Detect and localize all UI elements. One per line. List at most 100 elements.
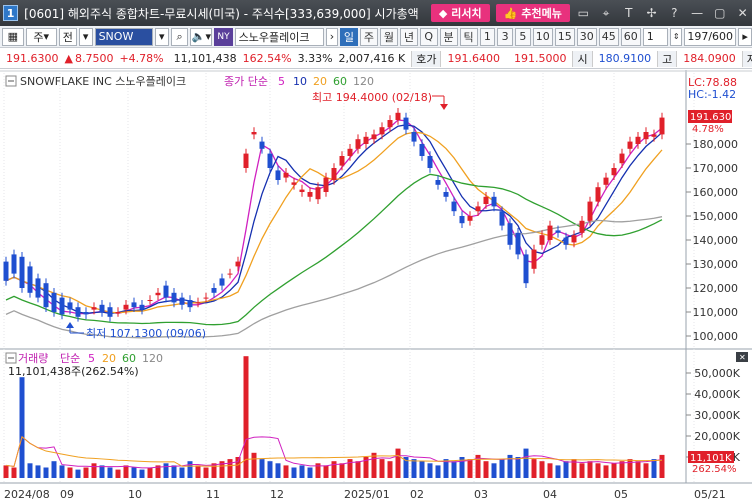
low-annotation: 최저 107.1300 (09/06) <box>86 327 206 340</box>
stepper-icon[interactable]: ⇕ <box>670 27 683 46</box>
period-day[interactable]: 일 <box>339 27 358 46</box>
interval-15[interactable]: 15 <box>554 27 575 46</box>
scroll-icon[interactable]: ▾ <box>78 27 93 46</box>
candle-body <box>571 235 577 243</box>
candle-body <box>99 304 105 312</box>
volume-bar <box>619 461 625 478</box>
candle-body <box>499 211 505 226</box>
research-icon: ◆ <box>438 6 448 20</box>
x-tick-label: 04 <box>543 488 557 501</box>
candle-body <box>179 297 185 305</box>
recommend-menu-button[interactable]: 👍 추천메뉴 <box>495 4 570 22</box>
chart-type-icon[interactable]: ▦ <box>2 27 24 46</box>
question-icon[interactable]: ? <box>671 6 678 20</box>
stock-chart[interactable]: SNOWFLAKE INC 스노우플레이크 종가 단순 5 10 20 60 1… <box>0 70 752 504</box>
interval-1[interactable]: 1 <box>479 27 496 46</box>
interval-30[interactable]: 30 <box>576 27 597 46</box>
prev-button[interactable]: 전 <box>58 27 77 46</box>
vol-panel-close-icon[interactable] <box>736 352 748 362</box>
tshirt-icon[interactable]: ✢ <box>646 6 657 20</box>
stock-code-input[interactable]: SNOW <box>94 27 153 46</box>
volume-bar <box>275 463 281 478</box>
candle-body <box>19 256 25 288</box>
candle-body <box>251 132 257 135</box>
volume-bars <box>3 356 665 478</box>
period-week[interactable]: 주 <box>359 27 378 46</box>
candle-body <box>59 297 65 315</box>
interval-custom-input[interactable]: 1 <box>642 27 669 46</box>
interval-45[interactable]: 45 <box>598 27 619 46</box>
period-tick[interactable]: 틱 <box>459 27 478 46</box>
volume-bar <box>483 461 489 478</box>
ma120-line <box>5 216 663 339</box>
search-icon[interactable]: ⌕ <box>170 27 189 46</box>
period-year[interactable]: 년 <box>399 27 418 46</box>
chart-area[interactable]: SNOWFLAKE INC 스노우플레이크 종가 단순 5 10 20 60 1… <box>0 70 752 504</box>
candle-body <box>355 139 361 149</box>
thumbs-up-icon: 👍 <box>503 6 518 20</box>
candle-body <box>467 216 473 221</box>
volume-bar <box>443 459 449 478</box>
period-minute[interactable]: 분 <box>439 27 458 46</box>
trade-amount: 2,007,416 K <box>338 52 406 65</box>
candle-body <box>123 304 129 310</box>
volume-bar <box>187 461 193 478</box>
ask-label: 호가 <box>411 50 442 67</box>
country-select[interactable]: 주 ▾ <box>25 27 57 46</box>
volume-bar <box>115 469 121 478</box>
volume-bar <box>587 461 593 478</box>
candle-body <box>107 307 113 317</box>
candle-body <box>387 120 393 128</box>
candle-body <box>323 177 329 192</box>
candle-body <box>131 302 137 308</box>
interval-10[interactable]: 10 <box>532 27 553 46</box>
tile-icon[interactable]: T <box>625 6 633 20</box>
low-arrow-icon <box>66 322 74 328</box>
stock-name-field[interactable]: 스노우플레이크 <box>234 27 324 46</box>
period-month[interactable]: 월 <box>379 27 398 46</box>
more-icon[interactable]: ▸ <box>738 27 752 46</box>
price-tag: 191.6300 <box>690 112 738 123</box>
volume-bar <box>195 465 201 478</box>
volume-bar <box>339 463 345 478</box>
candle-body <box>227 273 233 275</box>
vol-ma-60: 60 <box>122 352 136 365</box>
interval-60[interactable]: 60 <box>620 27 641 46</box>
pin-icon[interactable]: ⌖ <box>602 5 610 20</box>
volume-bar <box>147 467 153 478</box>
volume-bar <box>507 454 513 478</box>
interval-5[interactable]: 5 <box>515 27 531 46</box>
x-tick-label: 2024/08 <box>4 488 50 501</box>
minimize-icon[interactable]: — <box>691 6 704 20</box>
chevron-icon[interactable]: › <box>325 27 338 46</box>
restore-icon[interactable]: ▢ <box>714 6 726 20</box>
candle-body <box>595 187 601 202</box>
vol-ma-5: 5 <box>88 352 95 365</box>
speaker-icon[interactable]: 🔈▾ <box>190 27 213 46</box>
volume-bar <box>395 448 401 478</box>
volume-bar <box>603 465 609 478</box>
interval-3[interactable]: 3 <box>497 27 514 46</box>
candle-body <box>419 144 425 156</box>
period-quarter[interactable]: Q <box>419 27 438 46</box>
candle-body <box>563 237 569 245</box>
bar-count-input[interactable]: 197/600 <box>684 27 737 46</box>
vol-legend-label: 거래량 <box>18 352 48 365</box>
volume-bar <box>235 457 241 478</box>
ask-price-1: 191.6400 <box>447 52 500 65</box>
volume-bar <box>163 463 169 478</box>
y-tick-label: 150,000 <box>693 210 739 223</box>
window-icon[interactable]: ▭ <box>577 6 589 20</box>
candle-body <box>187 300 193 308</box>
vol-ma20-line <box>5 435 663 468</box>
volume-bar <box>59 465 65 478</box>
dropdown-icon[interactable]: ▾ <box>154 27 169 46</box>
candle-body <box>411 132 417 142</box>
research-button[interactable]: ◆ 리서치 <box>430 4 490 22</box>
volume-bar <box>635 461 641 478</box>
volume-bar <box>283 465 289 478</box>
volume-bar <box>539 461 545 478</box>
close-icon[interactable]: ✕ <box>737 6 748 20</box>
window-title: [0601] 해외주식 종합차트-무료시세(미국) - 주식수[333,639,… <box>24 6 419 21</box>
